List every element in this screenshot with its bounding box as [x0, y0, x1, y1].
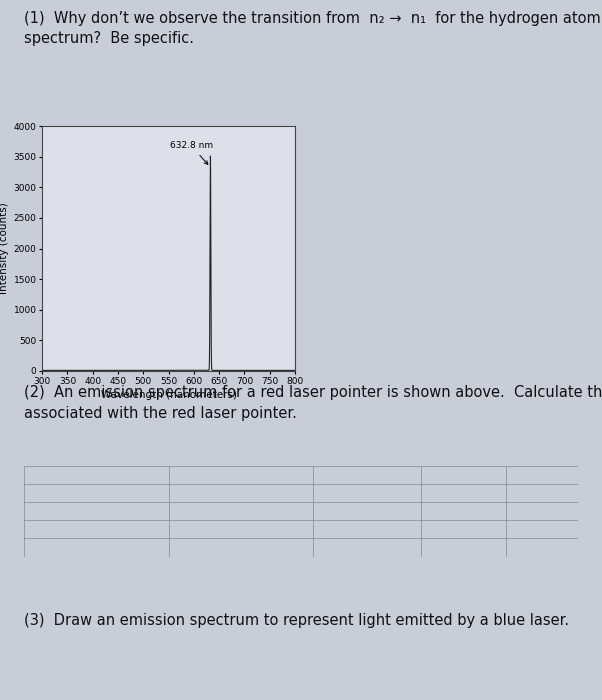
Text: 632.8 nm: 632.8 nm [170, 141, 213, 164]
Text: (3)  Draw an emission spectrum to represent light emitted by a blue laser.: (3) Draw an emission spectrum to represe… [24, 612, 569, 627]
Text: (1)  Why don’t we observe the transition from  n₂ →  n₁  for the hydrogen atom i: (1) Why don’t we observe the transition … [24, 10, 602, 25]
X-axis label: Wavelength (nanometers): Wavelength (nanometers) [101, 390, 237, 400]
Text: (2)  An emission spectrum for a red laser pointer is shown above.  Calculate the: (2) An emission spectrum for a red laser… [24, 385, 602, 421]
Text: spectrum?  Be specific.: spectrum? Be specific. [24, 32, 194, 46]
Y-axis label: Intensity (counts): Intensity (counts) [0, 202, 10, 295]
